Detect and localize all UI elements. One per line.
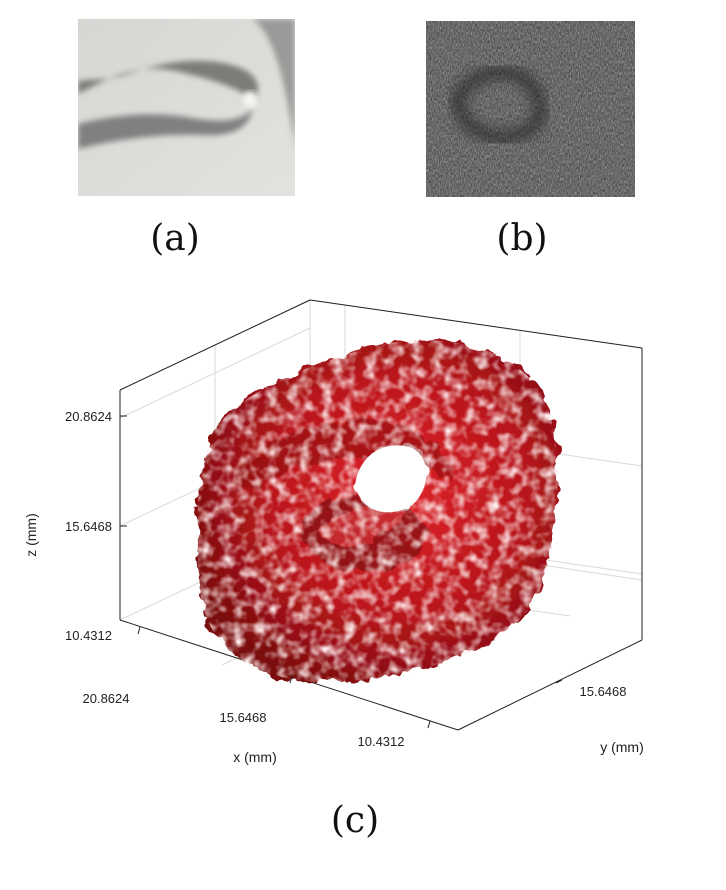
x-tick-label: 20.8624	[83, 691, 130, 706]
z-tick-label: 15.6468	[65, 519, 112, 534]
surface-plot: 20.8624 15.6468 10.4312 z (mm) 20.8624 1…	[23, 299, 644, 765]
y-tick-label: 15.6468	[580, 684, 627, 699]
panel-a-caption: (a)	[150, 218, 200, 259]
panel-b-photo	[426, 21, 635, 197]
panel-b-image	[426, 21, 635, 197]
x-tick-label: 10.4312	[358, 734, 405, 749]
y-axis: 15.6468 y (mm)	[555, 679, 644, 755]
x-tick-label: 15.6468	[220, 710, 267, 725]
z-axis: 20.8624 15.6468 10.4312 z (mm)	[23, 409, 127, 643]
panel-c-caption: (c)	[330, 800, 380, 841]
panel-b-caption: (b)	[496, 218, 548, 259]
x-axis: 20.8624 15.6468 10.4312 x (mm)	[83, 626, 431, 765]
panel-a-photo	[78, 19, 295, 196]
panel-a-image	[78, 19, 295, 196]
z-tick-label: 20.8624	[65, 409, 112, 424]
panel-c-plot: 20.8624 15.6468 10.4312 z (mm) 20.8624 1…	[0, 290, 726, 790]
y-axis-label: y (mm)	[600, 739, 644, 755]
z-axis-label: z (mm)	[23, 513, 39, 557]
torus-surface	[197, 340, 558, 683]
axes-box-front	[119, 299, 643, 731]
z-tick-label: 10.4312	[65, 628, 112, 643]
x-axis-label: x (mm)	[233, 749, 277, 765]
